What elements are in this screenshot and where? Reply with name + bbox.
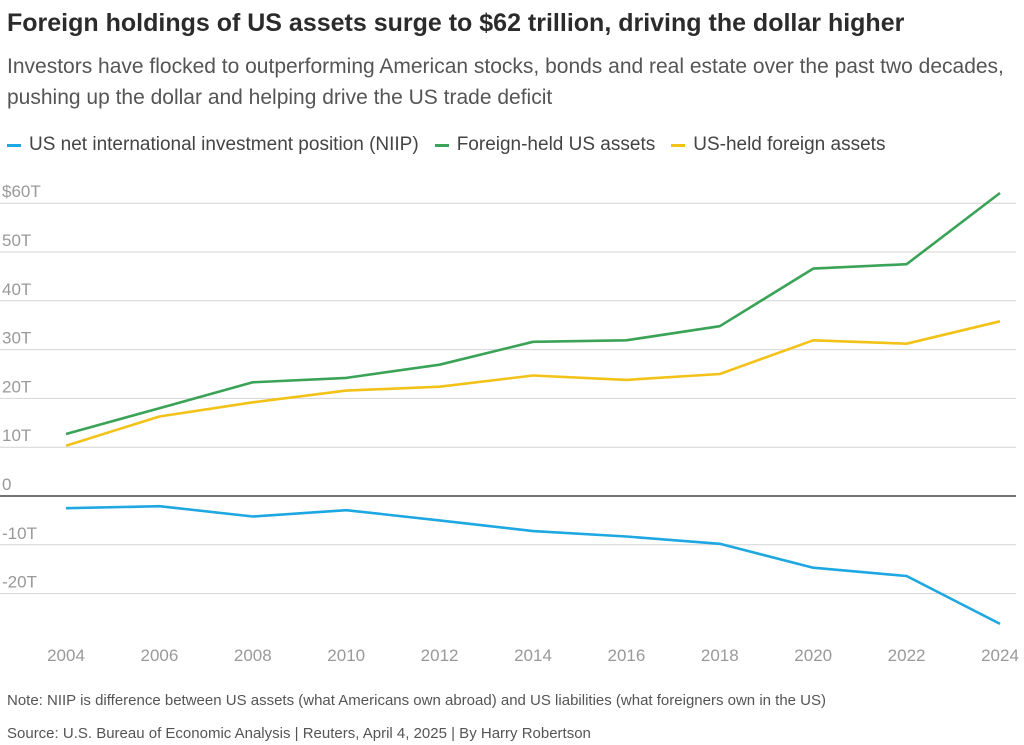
x-tick-label: 2018: [701, 646, 739, 665]
x-tick-label: 2008: [234, 646, 272, 665]
legend-label-niip: US net international investment position…: [29, 134, 419, 155]
legend: US net international investment position…: [7, 134, 901, 156]
series-line-us-held-foreign-assets: [65, 320, 1001, 447]
legend-swatch-us-held-foreign-assets: [671, 143, 686, 147]
source-line: Source: U.S. Bureau of Economic Analysis…: [7, 725, 591, 742]
x-tick-label: 2016: [607, 646, 645, 665]
y-tick-label: $60T: [2, 182, 41, 201]
legend-swatch-foreign-held-us-assets: [434, 143, 449, 147]
legend-item-foreign-held-us-assets: Foreign-held US assets: [434, 134, 656, 156]
x-tick-label: 2020: [794, 646, 832, 665]
y-axis-tick-labels: -20T -10T 0 10T 20T 30T 40T 50T $60T: [2, 182, 41, 591]
x-tick-label: 2022: [888, 646, 926, 665]
legend-label-us-held-foreign-assets: US-held foreign assets: [693, 134, 886, 155]
legend-swatch-niip: [7, 143, 21, 147]
y-tick-label: 50T: [2, 231, 31, 250]
series-line-niip: [65, 504, 1001, 626]
x-tick-label: 2014: [514, 646, 552, 665]
x-tick-label: 2010: [327, 646, 365, 665]
legend-item-niip: US net international investment position…: [7, 134, 419, 156]
y-tick-label: 0: [2, 475, 11, 494]
y-tick-label: 10T: [2, 426, 31, 445]
series-line-foreign-held-us-assets: [65, 191, 1001, 436]
chart-title: Foreign holdings of US assets surge to $…: [7, 9, 905, 37]
chart-subtitle: Investors have flocked to outperforming …: [7, 55, 1004, 109]
y-tick-label: -20T: [2, 573, 37, 592]
gridlines: [0, 202, 1016, 595]
x-axis-tick-labels: 2004 2006 2008 2010 2012 2014 2016 2018 2020 2022…: [47, 646, 1019, 665]
series-lines: [65, 191, 1001, 626]
x-tick-label: 2006: [140, 646, 178, 665]
x-tick-label: 2024: [981, 646, 1019, 665]
y-tick-label: 30T: [2, 329, 31, 348]
y-tick-label: -10T: [2, 524, 37, 543]
y-tick-label: 40T: [2, 280, 31, 299]
x-tick-label: 2012: [421, 646, 459, 665]
legend-item-us-held-foreign-assets: US-held foreign assets: [671, 134, 885, 156]
y-tick-label: 20T: [2, 377, 31, 396]
legend-label-foreign-held-us-assets: Foreign-held US assets: [456, 134, 656, 155]
footnote: Note: NIIP is difference between US asse…: [7, 692, 827, 709]
x-tick-label: 2004: [47, 646, 85, 665]
